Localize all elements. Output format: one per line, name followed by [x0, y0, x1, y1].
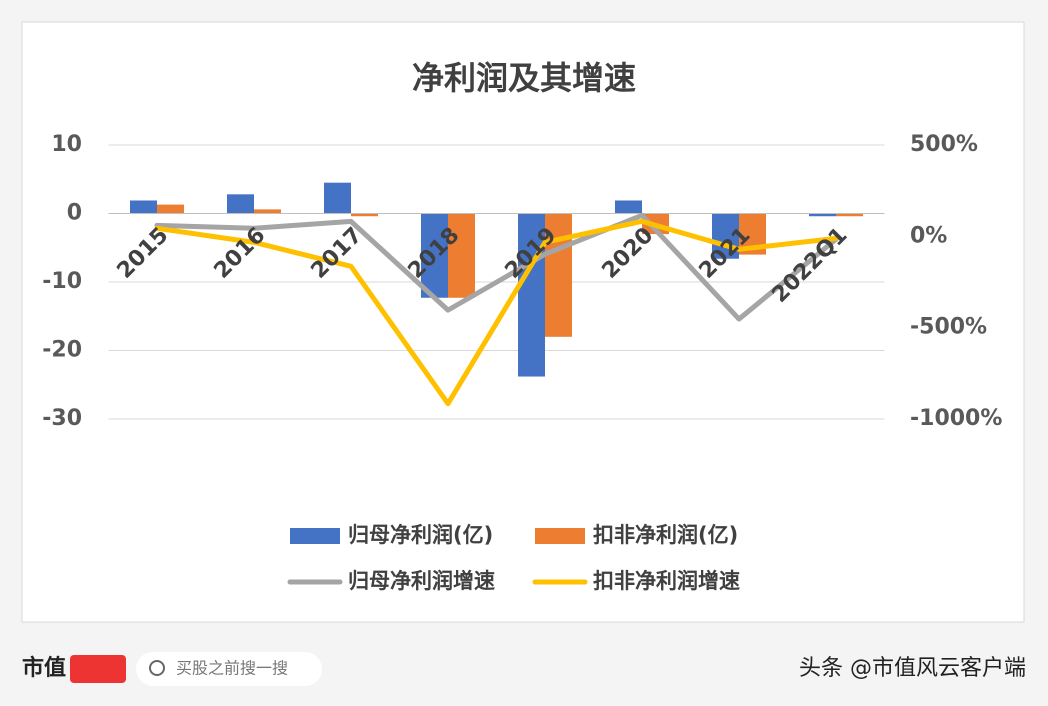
- logo-mark: [70, 655, 126, 683]
- bar: [227, 194, 254, 214]
- bar: [448, 213, 475, 298]
- bar: [157, 204, 184, 214]
- y-tick-label: -10: [42, 269, 82, 294]
- legend-swatch: [535, 528, 585, 544]
- search-icon: [149, 660, 165, 676]
- bar: [130, 200, 157, 214]
- bar: [809, 213, 836, 217]
- y2-tick-label: 500%: [910, 132, 978, 157]
- bar: [615, 200, 642, 214]
- line-series: [154, 218, 839, 407]
- bar: [254, 209, 281, 214]
- y2-tick-label: -1000%: [910, 406, 1002, 431]
- bar: [351, 213, 378, 217]
- y-tick-label: -30: [42, 406, 82, 431]
- legend-label: 扣非净利润(亿): [593, 523, 738, 547]
- y2-tick-label: -500%: [910, 315, 987, 340]
- bar: [712, 213, 739, 259]
- bar: [836, 213, 863, 217]
- y-tick-label: 10: [51, 132, 82, 157]
- bar: [324, 182, 351, 214]
- footer-logo: 市值: [22, 655, 66, 681]
- y-tick-label: -20: [42, 338, 82, 363]
- legend-label: 扣非净利润增速: [593, 569, 740, 593]
- footer-source: 头条 @市值风云客户端: [799, 656, 1026, 681]
- legend-label: 归母净利润增速: [348, 569, 495, 593]
- search-box[interactable]: [136, 652, 322, 686]
- search-text[interactable]: 买股之前搜一搜: [176, 659, 288, 678]
- bar: [421, 213, 448, 298]
- legend-swatch: [290, 528, 340, 544]
- chart-title: 净利润及其增速: [412, 59, 636, 97]
- bar: [545, 213, 572, 337]
- legend-label: 归母净利润(亿): [348, 523, 493, 547]
- bar: [518, 213, 545, 377]
- y-tick-label: 0: [67, 201, 82, 226]
- y2-tick-label: 0%: [910, 223, 947, 248]
- line-series: [154, 212, 839, 322]
